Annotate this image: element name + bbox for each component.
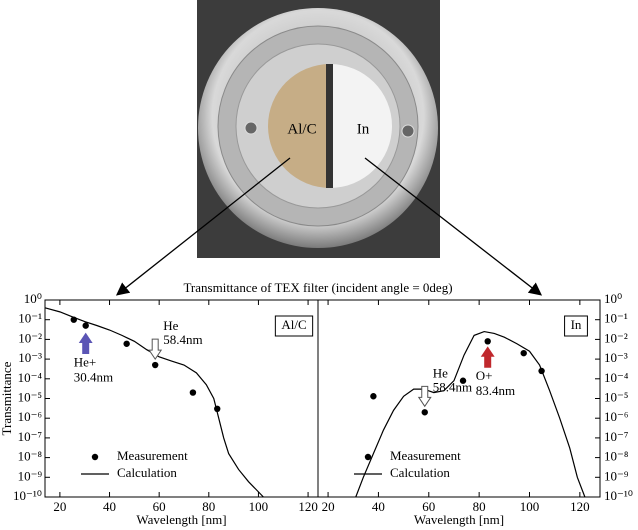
y-tick-label: 10⁻⁹ — [604, 468, 629, 483]
x-tick-label: 120 — [298, 499, 318, 514]
panel-label: In — [571, 317, 582, 332]
data-point — [123, 341, 129, 347]
annotation-arrow — [149, 339, 161, 359]
data-point — [370, 393, 376, 399]
legend-marker — [365, 454, 371, 460]
plot-frame — [45, 300, 318, 497]
annotation-text: 83.4nm — [476, 383, 515, 398]
y-tick-label: 10⁻² — [18, 330, 42, 345]
x-axis-label: Wavelength [nm] — [414, 512, 504, 527]
x-tick-label: 20 — [53, 499, 66, 514]
y-tick-label: 10⁻⁹ — [18, 468, 43, 483]
y-tick-label: 10⁻² — [604, 330, 628, 345]
annotation-text: 58.4nm — [433, 379, 472, 394]
annotation-text: O+ — [476, 368, 493, 383]
data-point — [485, 338, 491, 344]
panel-label: Al/C — [281, 317, 306, 332]
legend-label: Calculation — [390, 465, 450, 480]
y-tick-label: 10⁻⁶ — [604, 409, 628, 424]
data-point — [152, 362, 158, 368]
x-axis-label: Wavelength [nm] — [136, 512, 226, 527]
annotation-arrow — [482, 347, 494, 367]
annotation-text: He — [433, 365, 448, 380]
y-tick-label: 10⁻⁷ — [18, 429, 42, 444]
figure-title: Transmittance of TEX filter (incident an… — [183, 280, 452, 295]
data-point — [190, 389, 196, 395]
data-point — [422, 409, 428, 415]
figure: Al/C In Transmittance of TEX filter (inc… — [0, 0, 638, 530]
y-tick-label: 10⁻⁵ — [604, 389, 628, 404]
plot-frame — [318, 300, 600, 497]
y-tick-label: 10⁻³ — [18, 350, 42, 365]
y-tick-label: 10⁻⁸ — [604, 449, 629, 464]
y-tick-label: 10⁰ — [604, 291, 622, 306]
screw — [245, 122, 257, 134]
legend-marker — [92, 454, 98, 460]
annotation-text: 58.4nm — [163, 332, 202, 347]
x-tick-label: 100 — [520, 499, 540, 514]
y-tick-label: 10⁻¹⁰ — [604, 488, 633, 503]
y-tick-label: 10⁻⁵ — [18, 389, 42, 404]
data-point — [521, 350, 527, 356]
y-axis-label: Transmittance — [0, 361, 14, 435]
y-tick-label: 10⁻⁴ — [18, 370, 43, 385]
y-tick-label: 10⁻⁷ — [604, 429, 628, 444]
photo-label: In — [357, 121, 370, 137]
y-tick-label: 10⁻⁴ — [604, 370, 629, 385]
y-tick-label: 10⁻¹ — [604, 311, 628, 326]
y-tick-label: 10⁻⁶ — [18, 409, 42, 424]
legend-label: Calculation — [117, 465, 177, 480]
annotation-text: He+ — [74, 354, 97, 369]
y-tick-label: 10⁻³ — [604, 350, 628, 365]
legend-label: Measurement — [390, 448, 461, 463]
legend-label: Measurement — [117, 448, 188, 463]
x-tick-label: 100 — [249, 499, 269, 514]
annotation-text: He — [163, 318, 178, 333]
data-point — [83, 322, 89, 328]
annotation-arrow — [80, 333, 92, 353]
annotation-text: 30.4nm — [74, 369, 113, 384]
photo: Al/C In — [197, 0, 440, 258]
x-tick-label: 40 — [372, 499, 385, 514]
x-tick-label: 120 — [570, 499, 590, 514]
divider — [326, 64, 333, 188]
y-tick-label: 10⁻⁸ — [18, 449, 43, 464]
y-tick-label: 10⁻¹ — [18, 311, 42, 326]
screw — [402, 125, 414, 137]
x-tick-label: 20 — [322, 499, 335, 514]
x-tick-label: 40 — [103, 499, 116, 514]
y-tick-label: 10⁻¹⁰ — [13, 488, 42, 503]
y-tick-label: 10⁰ — [24, 291, 42, 306]
photo-label: Al/C — [287, 121, 316, 137]
